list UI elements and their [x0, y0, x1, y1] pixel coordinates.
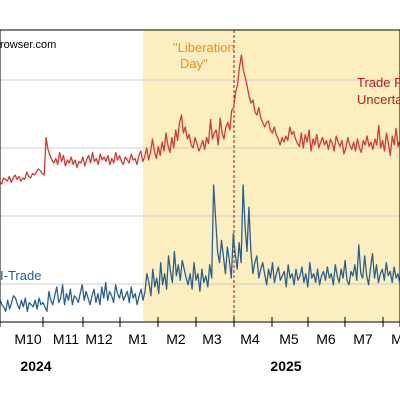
- year-label: 2025: [270, 358, 301, 374]
- x-axis-ticks: [0, 317, 400, 327]
- trade-policy-annotation-line1: Trade P: [357, 75, 400, 90]
- x-tick-label: M12: [85, 331, 112, 347]
- liberation-day-annotation-line1: "Liberation: [173, 40, 235, 55]
- x-axis-labels: M10 M11 M12 M1 M2 M3 M4 M5 M6 M7 M: [14, 331, 400, 347]
- x-tick-label: M11: [53, 331, 79, 347]
- series-layer: [0, 54, 400, 313]
- x-tick-label: M7: [353, 331, 373, 347]
- liberation-day-annotation-line2: Day": [180, 56, 208, 71]
- x-tick-label: M2: [166, 331, 186, 347]
- source-text: rowser.com: [0, 39, 56, 51]
- series-line-red: [0, 54, 400, 185]
- x-tick-label: M6: [316, 331, 336, 347]
- series-line-blue: [0, 184, 400, 313]
- year-labels: 2024 2025: [20, 358, 301, 374]
- x-tick-label: M5: [279, 331, 299, 347]
- x-tick-label: M: [391, 331, 400, 347]
- year-label: 2024: [20, 358, 51, 374]
- shaded-period: [143, 30, 400, 322]
- trade-policy-annotation-line2: Uncerta: [357, 92, 400, 107]
- x-tick-label: M1: [128, 331, 148, 347]
- x-tick-label: M3: [202, 331, 222, 347]
- x-tick-label: M4: [240, 331, 260, 347]
- i-trade-annotation: I-Trade: [0, 268, 41, 283]
- plot-frame: [0, 29, 400, 323]
- x-tick-label: M10: [14, 331, 41, 347]
